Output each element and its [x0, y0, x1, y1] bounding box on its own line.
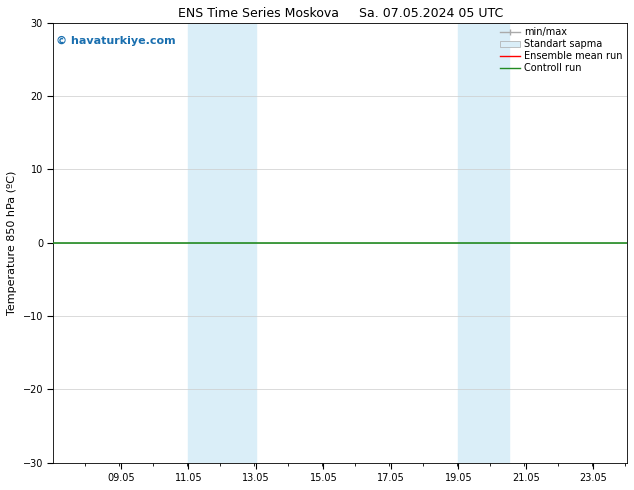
Legend: min/max, Standart sapma, Ensemble mean run, Controll run: min/max, Standart sapma, Ensemble mean r… — [498, 24, 625, 76]
Y-axis label: Temperature 850 hPa (ºC): Temperature 850 hPa (ºC) — [7, 171, 17, 315]
Title: ENS Time Series Moskova     Sa. 07.05.2024 05 UTC: ENS Time Series Moskova Sa. 07.05.2024 0… — [178, 7, 503, 20]
Bar — [458, 23, 509, 463]
Text: © havaturkiye.com: © havaturkiye.com — [56, 36, 176, 46]
Bar — [188, 23, 256, 463]
